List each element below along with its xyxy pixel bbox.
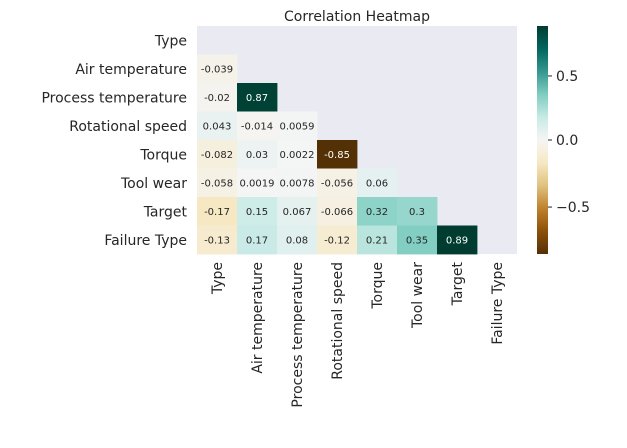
cell-value-label: -0.039: [201, 64, 233, 75]
cell-value-label: 0.08: [286, 235, 308, 246]
cell-value-label: -0.058: [201, 178, 233, 189]
heatmap-cell: [397, 225, 438, 255]
y-tick-label: Air temperature: [75, 62, 187, 78]
heatmap-cell: [197, 83, 238, 112]
heatmap-cell: [237, 111, 278, 141]
heatmap-cell: [197, 197, 238, 226]
cell-value-label: 0.0078: [280, 178, 315, 189]
heatmap-cell: [197, 54, 238, 84]
heatmap-cells: [197, 54, 478, 255]
x-tick-label: Rotational speed: [330, 262, 346, 380]
heatmap-cell: [317, 197, 358, 226]
heatmap-cell: [277, 111, 318, 141]
x-axis-tick-labels: Type Air temperature Process temperature Ro…: [210, 261, 506, 407]
cell-value-label: -0.014: [241, 121, 273, 132]
heatmap-cell: [237, 225, 278, 255]
y-axis-tick-labels: Type Air temperature Process temperature Ro…: [41, 33, 187, 249]
x-tick-label: Process temperature: [290, 262, 306, 408]
cell-value-label: 0.32: [366, 207, 388, 218]
heatmap-cell: [357, 225, 398, 255]
heatmap-cell: [237, 140, 278, 169]
cell-value-label: -0.12: [324, 235, 350, 246]
cell-value-label: 0.89: [446, 235, 468, 246]
chart-title: Correlation Heatmap: [284, 9, 430, 25]
heatmap-cell: [317, 225, 358, 255]
cell-value-label: 0.03: [246, 150, 268, 161]
cell-value-label: 0.0022: [280, 150, 315, 161]
y-tick-label: Target: [143, 204, 188, 220]
heatmap-cell: [277, 140, 318, 169]
cell-value-label: 0.0019: [240, 178, 275, 189]
cell-value-label: 0.21: [366, 235, 388, 246]
x-tick-label: Air temperature: [250, 262, 266, 374]
heatmap-cell: [197, 111, 238, 141]
heatmap-cell: [397, 197, 438, 226]
heatmap-cell: [197, 168, 238, 198]
y-tick-label: Type: [154, 33, 187, 49]
cell-value-label: 0.3: [409, 207, 425, 218]
cell-value-label: -0.13: [204, 235, 230, 246]
cell-value-label: 0.06: [366, 178, 388, 189]
heatmap-cell: [277, 197, 318, 226]
cell-value-label: 0.0059: [280, 121, 315, 132]
heatmap-cell: [317, 140, 358, 169]
heatmap-cell: [357, 197, 398, 226]
colorbar: [537, 26, 548, 254]
heatmap-cell: [437, 225, 478, 255]
heatmap-cell: [277, 225, 318, 255]
cell-value-label: 0.87: [246, 93, 268, 104]
colorbar-ticks: 0.5 0.0 −0.5: [548, 69, 590, 216]
cell-value-label: 0.15: [246, 207, 268, 218]
cell-value-label: -0.066: [321, 207, 353, 218]
colorbar-tick-label: −0.5: [556, 200, 590, 216]
y-tick-label: Torque: [139, 147, 187, 163]
heatmap-cell: [277, 168, 318, 198]
x-tick-label: Failure Type: [490, 262, 506, 345]
cell-value-label: -0.082: [201, 150, 233, 161]
heatmap-cell: [317, 168, 358, 198]
y-tick-label: Tool wear: [120, 176, 187, 192]
cell-value-label: 0.043: [203, 121, 232, 132]
y-tick-label: Failure Type: [104, 233, 187, 249]
y-tick-label: Process temperature: [41, 90, 187, 106]
cell-value-labels: -0.039 -0.02 0.87 0.043 -0.014 0.0059 -0.082 0.…: [201, 64, 468, 246]
cell-value-label: -0.17: [204, 207, 230, 218]
heatmap-cell: [237, 83, 278, 112]
colorbar-tick-label: 0.5: [556, 69, 578, 85]
colorbar-tick-label: 0.0: [556, 133, 578, 149]
cell-value-label: -0.056: [321, 178, 353, 189]
cell-value-label: -0.02: [204, 93, 230, 104]
heatmap-cell: [237, 197, 278, 226]
cell-value-label: -0.85: [324, 150, 350, 161]
y-tick-label: Rotational speed: [69, 119, 187, 135]
x-tick-label: Type: [210, 262, 226, 295]
heatmap-cell: [197, 225, 238, 255]
heatmap-cell: [357, 168, 398, 198]
cell-value-label: 0.067: [283, 207, 312, 218]
heatmap-cell: [197, 140, 238, 169]
cell-value-label: 0.17: [246, 235, 268, 246]
x-tick-label: Tool wear: [410, 262, 426, 329]
x-tick-label: Target: [450, 261, 466, 306]
heatmap-cell: [237, 168, 278, 198]
x-tick-label: Torque: [370, 262, 386, 310]
cell-value-label: 0.35: [406, 235, 428, 246]
